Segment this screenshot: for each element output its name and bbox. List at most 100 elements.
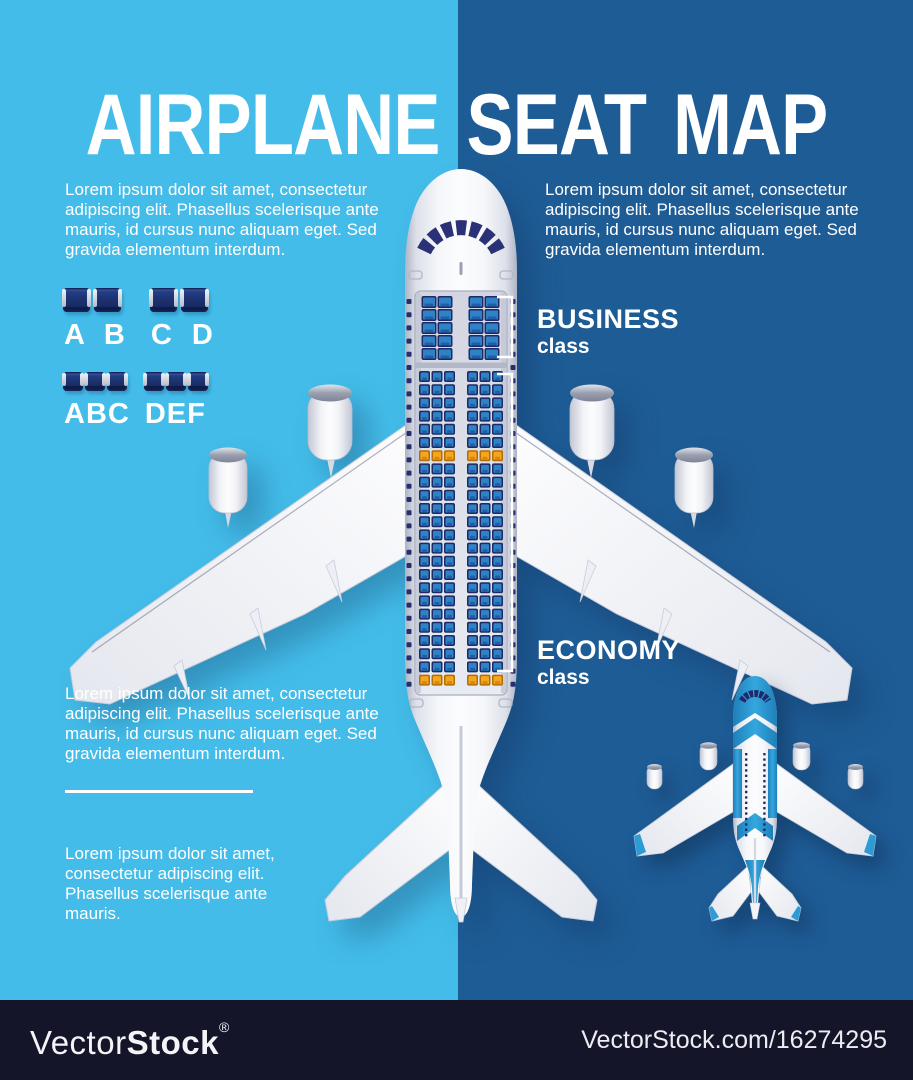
- seat: [484, 309, 500, 321]
- seat: [492, 371, 503, 382]
- seat: [468, 309, 484, 321]
- seat: [419, 476, 430, 488]
- seat: [468, 348, 484, 360]
- seat-legend-row2: ABC DEF: [62, 372, 209, 430]
- bracket-business-class: [497, 295, 514, 359]
- seat: [479, 529, 491, 541]
- seat: [444, 384, 455, 396]
- seat: [421, 335, 437, 347]
- seat: [431, 410, 443, 422]
- seat: [467, 476, 478, 488]
- cabin-doors: [408, 270, 514, 708]
- legend-seat-icons: [148, 288, 219, 312]
- seat: [419, 595, 430, 607]
- seat: [444, 516, 455, 528]
- seat: [467, 608, 478, 620]
- seat: [431, 621, 443, 633]
- seat: [492, 397, 503, 409]
- seat: [467, 529, 478, 541]
- seat: [479, 542, 491, 554]
- seat: [419, 555, 430, 567]
- seat: [479, 582, 491, 594]
- seat: [431, 437, 443, 448]
- seat: [444, 608, 455, 620]
- seat: [492, 635, 503, 646]
- seat: [419, 397, 430, 409]
- seat: [444, 542, 455, 554]
- small-stabilizer-left: [708, 865, 752, 922]
- seat: [492, 503, 503, 514]
- seat: [431, 555, 443, 567]
- seat: [431, 582, 443, 594]
- seat: [467, 410, 478, 422]
- footer-paragraph: Lorem ipsum dolor sit amet, consectetur …: [65, 844, 275, 923]
- small-engine-outer-left: [646, 764, 663, 790]
- bracket-economy-class: [497, 372, 514, 673]
- intro-paragraph-right: Lorem ipsum dolor sit amet, consectetur …: [545, 180, 859, 259]
- seat: [492, 608, 503, 620]
- business-class-section: [421, 296, 500, 360]
- business-class-title: BUSINESS: [537, 304, 680, 334]
- legend-group: ABC: [62, 372, 130, 430]
- seat-icon: [148, 288, 178, 312]
- economy-class-label: ECONOMY class: [537, 635, 681, 689]
- seat: [492, 437, 503, 448]
- seat: [431, 384, 443, 396]
- seat: [419, 516, 430, 528]
- seat: [467, 450, 478, 462]
- seat: [479, 437, 491, 448]
- legend-seat-icons: [62, 288, 131, 312]
- seat: [467, 423, 478, 435]
- seat: [479, 489, 491, 501]
- seat: [479, 410, 491, 422]
- logo-light: Vector: [30, 1023, 127, 1061]
- airplane-top-view-large: [69, 169, 853, 923]
- seat: [467, 674, 478, 686]
- seat: [467, 582, 478, 594]
- seat: [484, 296, 500, 308]
- seat: [437, 348, 453, 360]
- seat: [431, 674, 443, 686]
- seat: [492, 648, 503, 660]
- seat: [492, 674, 503, 686]
- seat: [479, 635, 491, 646]
- seat: [431, 595, 443, 607]
- seat: [467, 397, 478, 409]
- legend-label: ABC: [64, 398, 130, 430]
- seat-icon: [62, 288, 91, 312]
- legend-label: A B: [64, 319, 131, 351]
- seat: [467, 371, 478, 382]
- seat: [444, 476, 455, 488]
- economy-class-title: ECONOMY: [537, 635, 681, 665]
- engine-nacelle-outer-left: [208, 447, 248, 528]
- seat: [467, 595, 478, 607]
- seat: [444, 503, 455, 514]
- small-cabin-windows: [745, 753, 766, 837]
- seat: [468, 322, 484, 334]
- seat: [467, 569, 478, 580]
- business-class-sub: class: [537, 335, 590, 358]
- seat: [492, 423, 503, 435]
- seat: [431, 397, 443, 409]
- seat: [419, 371, 430, 382]
- seat: [419, 542, 430, 554]
- legend-label: DEF: [144, 398, 206, 430]
- intro-paragraph-left: Lorem ipsum dolor sit amet, consectetur …: [65, 180, 379, 259]
- seat: [444, 569, 455, 580]
- seat: [492, 621, 503, 633]
- seat-icon: [142, 372, 165, 391]
- legend-group: DEF: [142, 372, 209, 430]
- seat: [479, 569, 491, 580]
- seat: [479, 595, 491, 607]
- seat: [479, 608, 491, 620]
- seat: [431, 503, 443, 514]
- seat: [437, 335, 453, 347]
- seat: [492, 450, 503, 462]
- seat: [479, 621, 491, 633]
- seat: [444, 582, 455, 594]
- seat: [467, 503, 478, 514]
- seat: [467, 542, 478, 554]
- seat: [444, 648, 455, 660]
- seat-icon: [62, 372, 84, 391]
